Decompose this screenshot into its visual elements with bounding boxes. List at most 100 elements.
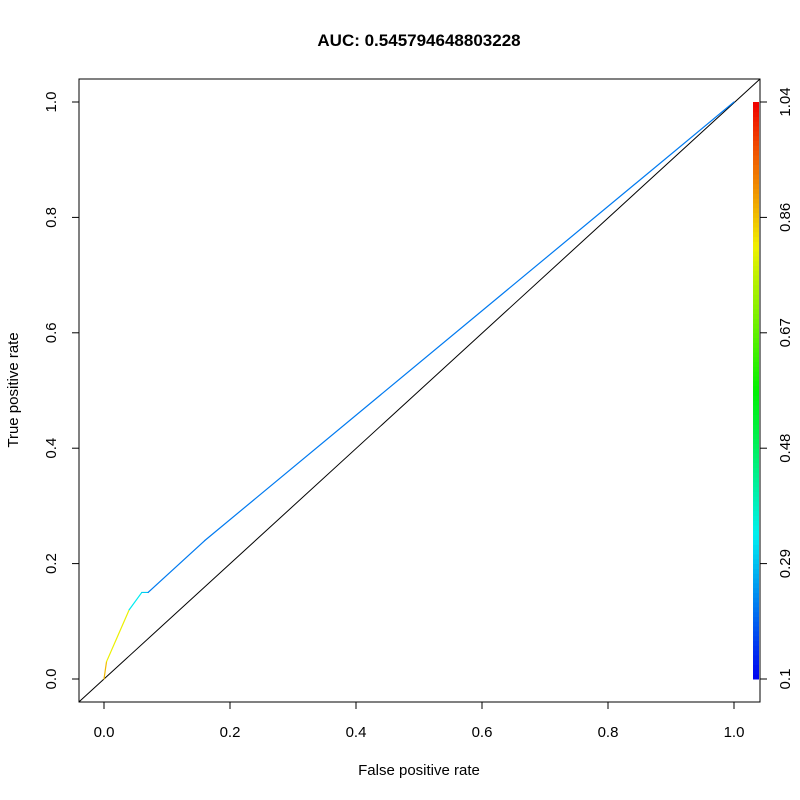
colorbar-segment bbox=[753, 467, 759, 473]
colorbar-segment bbox=[753, 207, 759, 214]
colorbar-segment bbox=[753, 337, 759, 343]
colorbar-segment bbox=[753, 111, 759, 117]
colorbar-segment bbox=[753, 183, 759, 190]
colorbar-segment bbox=[753, 404, 759, 411]
colorbar-segment bbox=[753, 448, 759, 454]
roc-curve bbox=[103, 101, 735, 680]
colorbar-tick-label: 1.04 bbox=[777, 87, 794, 116]
colorbar-segment bbox=[753, 496, 759, 502]
colorbar-segment bbox=[753, 178, 759, 185]
colorbar-segment bbox=[753, 371, 759, 377]
roc-segment bbox=[105, 609, 130, 663]
colorbar-segment bbox=[753, 515, 759, 521]
colorbar-segment bbox=[753, 659, 759, 666]
colorbar-segment bbox=[753, 491, 759, 497]
colorbar-segment bbox=[753, 188, 759, 194]
colorbar-segment bbox=[753, 169, 759, 175]
x-tick-label: 0.2 bbox=[220, 724, 241, 741]
y-tick-label: 0.2 bbox=[43, 553, 60, 574]
colorbar-segment bbox=[753, 356, 759, 363]
colorbar-segment bbox=[753, 640, 759, 646]
colorbar-segment bbox=[753, 438, 759, 444]
colorbar-segment bbox=[753, 664, 759, 670]
colorbar-segment bbox=[753, 630, 759, 637]
colorbar-tick-label: 0.67 bbox=[777, 318, 794, 347]
colorbar-segment bbox=[753, 106, 759, 113]
colorbar-tick-label: 0.1 bbox=[777, 669, 794, 690]
colorbar-segment bbox=[753, 135, 759, 141]
colorbar-segment bbox=[753, 400, 759, 406]
colorbar-segment bbox=[753, 650, 759, 656]
x-axis-label: False positive rate bbox=[358, 762, 480, 779]
y-tick-label: 0.4 bbox=[43, 438, 60, 459]
x-tick-label: 0.4 bbox=[346, 724, 367, 741]
roc-segment bbox=[204, 101, 735, 542]
colorbar-segment bbox=[753, 236, 759, 242]
colorbar-segment bbox=[753, 116, 759, 122]
colorbar-segment bbox=[753, 241, 759, 247]
y-tick-label: 1.0 bbox=[43, 92, 60, 113]
colorbar-tick-label: 0.48 bbox=[777, 434, 794, 463]
x-tick-label: 0.6 bbox=[472, 724, 493, 741]
colorbar-segment bbox=[753, 428, 759, 435]
colorbar-segment bbox=[753, 654, 759, 661]
colorbar-segment bbox=[753, 501, 759, 507]
colorbar-segment bbox=[753, 303, 759, 310]
colorbar-segment bbox=[753, 347, 759, 353]
colorbar-segment bbox=[753, 645, 759, 651]
colorbar-segment bbox=[753, 582, 759, 589]
colorbar-segment bbox=[753, 409, 759, 416]
colorbar-segment bbox=[753, 159, 759, 166]
colorbar-segment bbox=[753, 472, 759, 478]
colorbar-segment bbox=[753, 327, 759, 334]
colorbar-segment bbox=[753, 270, 759, 276]
colorbar-segment bbox=[753, 323, 759, 329]
roc-segment bbox=[147, 539, 206, 594]
colorbar-segment bbox=[753, 616, 759, 622]
y-axis-label: True positive rate bbox=[5, 332, 22, 447]
colorbar-segment bbox=[753, 510, 759, 517]
colorbar-segment bbox=[753, 626, 759, 632]
colorbar-segment bbox=[753, 419, 759, 425]
colorbar-segment bbox=[753, 457, 759, 464]
chart-title: AUC: 0.545794648803228 bbox=[317, 31, 520, 50]
colorbar-segment bbox=[753, 544, 759, 550]
colorbar-segment bbox=[753, 145, 759, 151]
y-axis: 0.0 0.2 0.4 0.6 0.8 1.0 bbox=[43, 92, 80, 690]
colorbar-segment bbox=[753, 342, 759, 348]
colorbar-segment bbox=[753, 621, 759, 627]
x-tick-label: 0.0 bbox=[94, 724, 115, 741]
colorbar-tick-label: 0.29 bbox=[777, 549, 794, 578]
colorbar-segment bbox=[753, 366, 759, 372]
colorbar-segment bbox=[753, 563, 759, 569]
colorbar-segment bbox=[753, 130, 759, 137]
colorbar-segment bbox=[753, 154, 759, 161]
colorbar-segment bbox=[753, 202, 759, 209]
y-tick-label: 0.0 bbox=[43, 669, 60, 690]
colorbar-segment bbox=[753, 140, 759, 146]
colorbar-segment bbox=[753, 424, 759, 430]
colorbar-segment bbox=[753, 212, 759, 218]
colorbar-segment bbox=[753, 611, 759, 617]
colorbar-segment bbox=[753, 390, 759, 396]
colorbar-segment bbox=[753, 193, 759, 199]
colorbar-segment bbox=[753, 525, 759, 531]
colorbar-segment bbox=[753, 376, 759, 382]
colorbar-segment bbox=[753, 198, 759, 204]
colorbar-segment bbox=[753, 529, 759, 536]
colorbar-segment bbox=[753, 231, 759, 238]
colorbar-segment bbox=[753, 606, 759, 613]
x-tick-label: 1.0 bbox=[724, 724, 745, 741]
colorbar-segment bbox=[753, 265, 759, 271]
colorbar-segment bbox=[753, 573, 759, 579]
colorbar-segment bbox=[753, 539, 759, 545]
colorbar-segment bbox=[753, 520, 759, 526]
colorbar-segment bbox=[753, 443, 759, 449]
colorbar-segment bbox=[753, 361, 759, 367]
colorbar-segment bbox=[753, 121, 759, 127]
colorbar-segment bbox=[753, 284, 759, 291]
colorbar-segment bbox=[753, 299, 759, 305]
colorbar-segment bbox=[753, 578, 759, 584]
colorbar-segment bbox=[753, 558, 759, 565]
